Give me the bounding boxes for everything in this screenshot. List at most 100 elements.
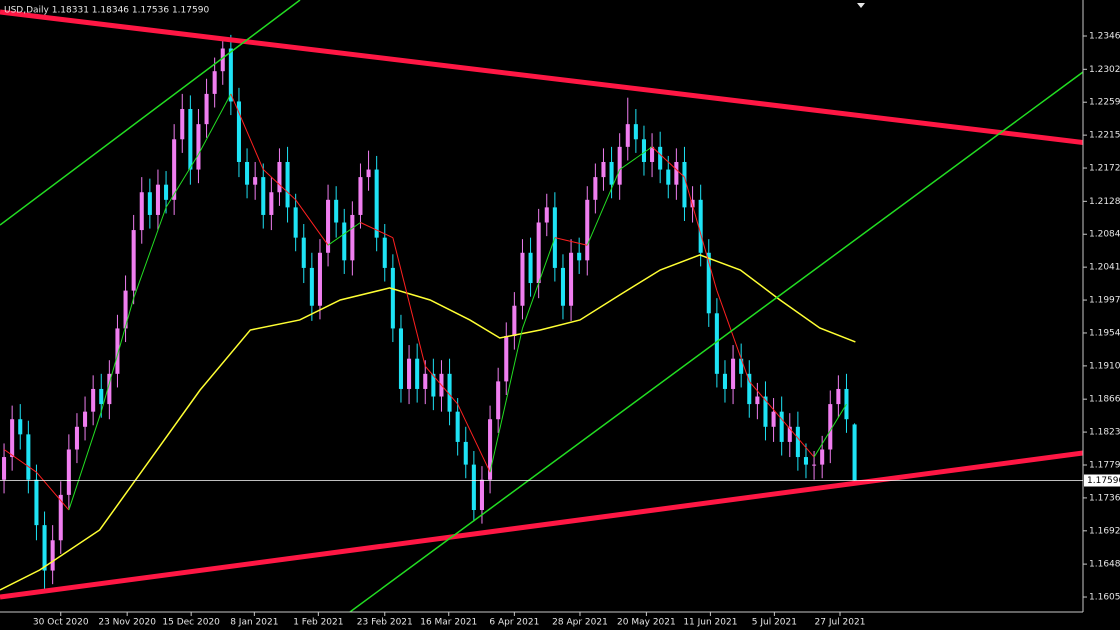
candle-body bbox=[698, 199, 703, 253]
candle-body bbox=[415, 358, 420, 389]
y-tick-label: 1.16925 bbox=[1089, 526, 1120, 536]
candle-body bbox=[147, 192, 152, 215]
candle-body bbox=[293, 207, 298, 238]
x-tick-label: 16 Mar 2021 bbox=[420, 618, 477, 628]
candle-body bbox=[771, 411, 776, 427]
y-tick-label: 1.19105 bbox=[1089, 361, 1120, 371]
trendline bbox=[0, 9, 1083, 145]
shift-marker bbox=[857, 3, 865, 8]
candle-body bbox=[131, 230, 136, 291]
candle-body bbox=[560, 267, 565, 306]
candle-body bbox=[66, 449, 71, 495]
candle-body bbox=[496, 381, 501, 420]
fast-moving-average bbox=[198, 93, 232, 155]
candle-body bbox=[407, 358, 412, 389]
candle-body bbox=[366, 169, 371, 178]
candle-body bbox=[739, 358, 744, 374]
candle-body bbox=[172, 139, 177, 200]
candle-body bbox=[245, 161, 250, 185]
fast-moving-average bbox=[133, 207, 167, 299]
candle-body bbox=[123, 290, 128, 329]
x-tick-label: 27 Jul 2021 bbox=[815, 618, 866, 628]
candle-body bbox=[204, 93, 209, 125]
x-tick-label: 1 Feb 2021 bbox=[293, 618, 343, 628]
candle-body bbox=[2, 457, 7, 480]
candle-body bbox=[99, 388, 104, 405]
candle-body bbox=[488, 419, 493, 480]
y-tick-label: 1.22590 bbox=[1089, 98, 1120, 108]
candle-body bbox=[212, 71, 217, 94]
fast-moving-average bbox=[100, 298, 135, 412]
candle-body bbox=[50, 540, 55, 571]
candle-body bbox=[228, 48, 233, 102]
candle-body bbox=[220, 48, 225, 72]
candle-body bbox=[18, 419, 23, 435]
candle-body bbox=[787, 426, 792, 442]
y-tick-label: 1.16485 bbox=[1089, 560, 1120, 570]
y-tick-label: 1.17360 bbox=[1089, 493, 1120, 503]
candle-body bbox=[852, 424, 857, 481]
fast-moving-average bbox=[781, 418, 815, 458]
fast-moving-average bbox=[489, 328, 523, 473]
candle-body bbox=[601, 161, 606, 178]
candle-body bbox=[836, 388, 841, 405]
y-tick-label: 1.17795 bbox=[1089, 460, 1120, 470]
candle-body bbox=[350, 214, 355, 261]
candle-body bbox=[650, 146, 655, 162]
candle-body bbox=[504, 335, 509, 382]
fast-moving-average bbox=[554, 237, 588, 246]
candle-body bbox=[569, 252, 574, 306]
candle-body bbox=[431, 373, 436, 397]
candle-body bbox=[641, 139, 646, 162]
y-tick-label: 1.23025 bbox=[1089, 65, 1120, 75]
trendline bbox=[0, 450, 1083, 600]
candle-body bbox=[91, 388, 96, 412]
candle-body bbox=[180, 109, 185, 140]
candle-body bbox=[164, 184, 169, 200]
candle-body bbox=[455, 411, 460, 442]
candle-body bbox=[188, 109, 193, 170]
candle-body bbox=[301, 237, 306, 268]
candle-body bbox=[512, 305, 517, 336]
fast-moving-average bbox=[424, 365, 459, 405]
candle-body bbox=[261, 177, 266, 215]
x-tick-label: 28 Apr 2021 bbox=[552, 618, 608, 628]
x-tick-label: 15 Dec 2020 bbox=[162, 618, 220, 628]
candle-body bbox=[706, 252, 711, 314]
candle-body bbox=[577, 252, 582, 261]
trendline bbox=[0, 0, 301, 226]
candle-body bbox=[285, 161, 290, 208]
candle-body bbox=[658, 146, 663, 170]
candle-body bbox=[520, 252, 525, 306]
candle-body bbox=[34, 479, 39, 526]
candle-body bbox=[463, 441, 468, 465]
candle-body bbox=[374, 169, 379, 238]
x-tick-label: 23 Nov 2020 bbox=[98, 618, 156, 628]
candle-body bbox=[26, 434, 31, 480]
fast-moving-average bbox=[586, 169, 621, 246]
candle-body bbox=[390, 267, 395, 329]
candle-body bbox=[747, 373, 752, 405]
fast-moving-average bbox=[521, 237, 556, 329]
candle-body bbox=[617, 146, 622, 185]
candle-body bbox=[423, 373, 428, 389]
candle-body bbox=[633, 124, 638, 140]
fast-moving-average bbox=[683, 176, 718, 291]
candle-body bbox=[593, 177, 598, 200]
candle-body bbox=[722, 373, 727, 389]
candle-body bbox=[309, 267, 314, 306]
fast-moving-average bbox=[392, 237, 426, 367]
fast-moving-average bbox=[457, 403, 491, 473]
candle-body bbox=[528, 252, 533, 284]
candle-body bbox=[731, 358, 736, 389]
y-tick-label: 1.19540 bbox=[1089, 328, 1120, 338]
candle-body bbox=[115, 328, 120, 374]
fast-moving-average bbox=[813, 403, 847, 458]
fast-moving-average bbox=[165, 154, 199, 208]
candle-body bbox=[544, 207, 549, 223]
candle-body bbox=[382, 237, 387, 268]
candle-body bbox=[609, 161, 614, 185]
candle-body bbox=[471, 464, 476, 511]
